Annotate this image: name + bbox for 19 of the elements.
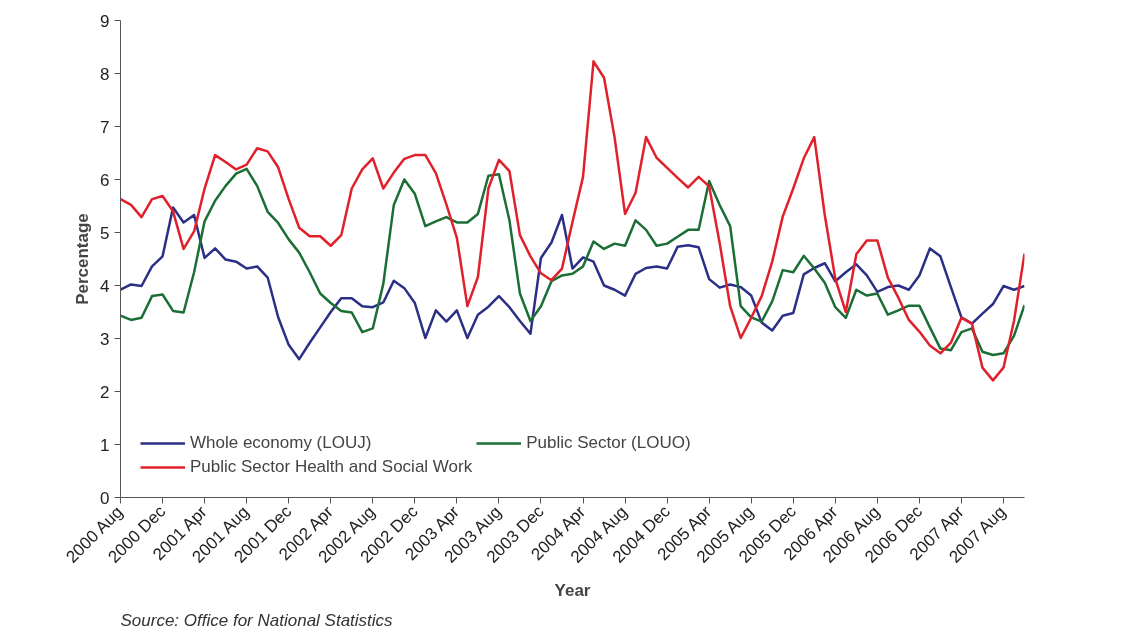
y-tick-label: 5 xyxy=(100,223,110,243)
legend-label: Public Sector (LOUO) xyxy=(526,433,691,453)
source-note: Source: Office for National Statistics xyxy=(120,610,394,630)
y-tick-label: 7 xyxy=(100,117,110,137)
y-axis-title: Percentage xyxy=(73,213,93,305)
legend-label: Public Sector Health and Social Work xyxy=(190,457,473,477)
line-series xyxy=(120,206,1025,361)
y-tick-label: 8 xyxy=(100,64,110,84)
y-tick-label: 0 xyxy=(100,488,110,508)
y-tick-label: 9 xyxy=(100,11,110,31)
y-tick-label: 6 xyxy=(100,170,110,190)
y-tick-label: 3 xyxy=(100,329,110,349)
line-series xyxy=(120,60,1025,382)
x-axis-title: Year xyxy=(554,581,591,601)
y-tick-label: 2 xyxy=(100,382,110,402)
y-tick-label: 4 xyxy=(100,276,110,296)
legend-label: Whole economy (LOUJ) xyxy=(190,433,372,453)
line-series xyxy=(120,167,1025,357)
y-tick-label: 1 xyxy=(100,435,110,455)
